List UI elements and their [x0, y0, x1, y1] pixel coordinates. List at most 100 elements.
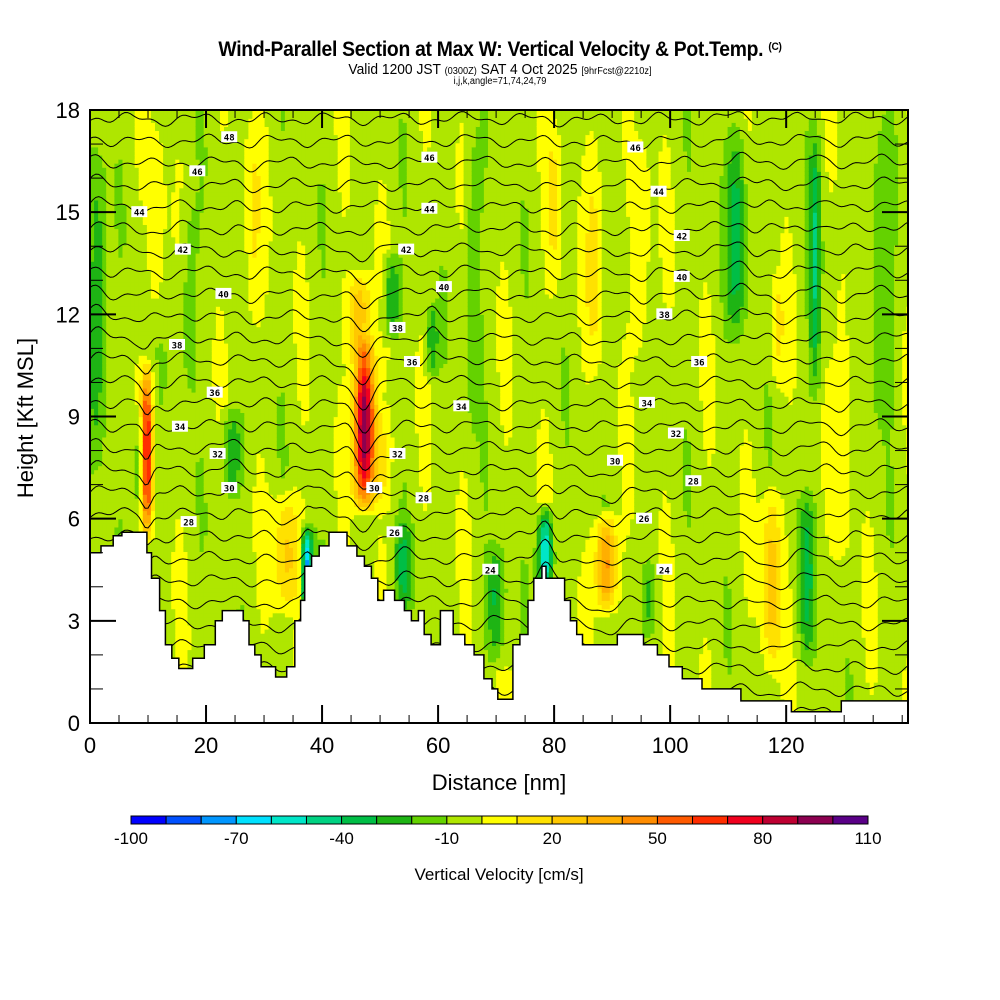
- w-cell: [207, 563, 213, 569]
- w-cell: [102, 281, 107, 287]
- w-cell: [163, 494, 168, 499]
- w-cell: [90, 375, 95, 381]
- w-cell: [207, 253, 213, 258]
- w-cell: [187, 498, 193, 503]
- w-cell: [138, 220, 144, 225]
- w-cell: [183, 592, 189, 597]
- w-cell: [138, 253, 144, 258]
- w-cell: [175, 616, 180, 622]
- w-cell: [207, 363, 213, 369]
- w-cell: [106, 281, 111, 287]
- w-cell: [126, 306, 132, 311]
- w-cell: [118, 228, 124, 234]
- w-cell: [146, 167, 152, 172]
- w-cell: [130, 522, 136, 528]
- w-cell: [199, 363, 205, 369]
- w-cell: [150, 134, 156, 140]
- w-cell: [171, 502, 176, 507]
- w-cell: [215, 110, 221, 115]
- w-cell: [191, 555, 197, 561]
- w-cell: [155, 490, 160, 495]
- w-cell: [191, 428, 197, 434]
- w-cell: [211, 624, 217, 630]
- valid-date: SAT 4 Oct 2025: [481, 61, 578, 78]
- w-cell: [175, 212, 180, 217]
- w-cell: [179, 653, 184, 659]
- w-cell: [159, 535, 164, 540]
- w-cell: [159, 494, 164, 499]
- w-cell: [183, 465, 189, 471]
- w-cell: [106, 208, 111, 213]
- w-cell: [211, 469, 217, 475]
- w-cell: [142, 441, 148, 446]
- w-cell: [150, 543, 156, 548]
- w-cell: [215, 592, 221, 597]
- w-cell: [114, 310, 120, 315]
- w-cell: [203, 375, 209, 381]
- w-cell: [175, 150, 180, 156]
- w-cell: [102, 387, 107, 393]
- w-cell: [171, 114, 176, 119]
- w-cell: [102, 363, 107, 369]
- w-cell: [203, 473, 209, 479]
- w-cell: [163, 555, 168, 561]
- w-cell: [187, 600, 193, 606]
- w-cell: [175, 465, 180, 471]
- w-cell: [195, 179, 201, 185]
- w-cell: [142, 322, 148, 328]
- w-cell: [142, 163, 148, 168]
- w-cell: [94, 416, 99, 422]
- w-cell: [114, 228, 120, 234]
- w-cell: [94, 138, 99, 144]
- w-cell: [90, 122, 95, 127]
- w-cell: [159, 326, 164, 332]
- w-cell: [134, 257, 140, 262]
- w-cell: [138, 138, 144, 144]
- w-cell: [220, 498, 225, 503]
- w-cell: [175, 412, 180, 418]
- w-cell: [94, 289, 99, 295]
- w-cell: [179, 367, 184, 373]
- w-cell: [126, 408, 132, 413]
- w-cell: [191, 342, 197, 348]
- w-cell: [150, 432, 156, 438]
- w-cell: [187, 445, 193, 450]
- w-cell: [90, 347, 95, 352]
- w-cell: [110, 486, 115, 491]
- w-cell: [98, 469, 103, 475]
- w-cell: [183, 355, 189, 360]
- w-cell: [175, 637, 180, 642]
- w-cell: [215, 535, 221, 540]
- w-cell: [203, 612, 209, 618]
- w-cell: [187, 142, 193, 148]
- w-cell: [183, 363, 189, 369]
- w-cell: [138, 155, 144, 160]
- w-cell: [203, 265, 209, 270]
- w-cell: [150, 502, 156, 507]
- w-cell: [110, 473, 115, 479]
- w-cell: [203, 551, 209, 557]
- w-cell: [199, 453, 205, 458]
- w-cell: [191, 236, 197, 242]
- w-cell: [98, 306, 103, 311]
- w-cell: [207, 146, 213, 152]
- w-cell: [126, 498, 132, 503]
- w-cell: [207, 142, 213, 148]
- w-cell: [94, 453, 99, 458]
- w-cell: [126, 261, 132, 266]
- w-cell: [215, 563, 221, 569]
- w-cell: [195, 404, 201, 409]
- w-cell: [207, 535, 213, 540]
- w-cell: [150, 191, 156, 197]
- w-cell: [150, 461, 156, 467]
- w-cell: [126, 155, 132, 160]
- w-cell: [175, 539, 180, 544]
- w-cell: [106, 392, 111, 397]
- w-cell: [110, 204, 115, 209]
- w-cell: [122, 416, 128, 422]
- w-cell: [126, 187, 132, 193]
- w-cell: [171, 567, 176, 573]
- w-cell: [163, 269, 168, 275]
- w-cell: [211, 530, 217, 536]
- w-cell: [138, 171, 144, 176]
